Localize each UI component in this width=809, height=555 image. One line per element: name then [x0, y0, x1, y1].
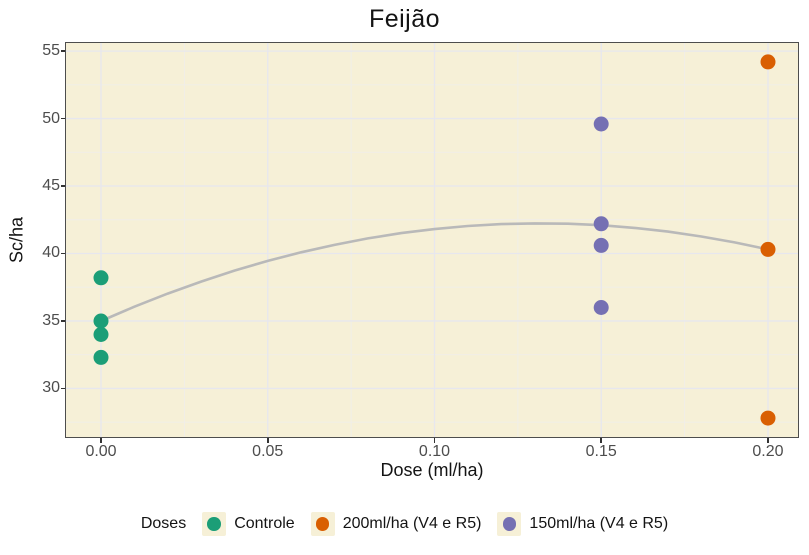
data-point: [93, 313, 109, 329]
x-tick-label: 0.00: [85, 443, 117, 460]
legend: Doses Controle 200ml/ha (V4 e R5) 150ml/ha…: [0, 506, 809, 542]
legend-key: [497, 512, 522, 536]
y-tick-label: 30: [42, 379, 60, 397]
data-point: [760, 241, 776, 257]
legend-dot-icon: [315, 517, 330, 531]
y-tick-mark: [60, 185, 65, 187]
data-point: [93, 327, 109, 342]
data-point: [760, 54, 776, 70]
chart-title: Feijão: [368, 5, 441, 33]
data-point: [593, 237, 609, 253]
data-point: [593, 300, 609, 315]
y-tick-label: 40: [42, 244, 60, 262]
x-tick-label: 0.15: [585, 443, 617, 460]
legend-item-label: Controle: [234, 515, 295, 532]
x-axis-title: Dose (ml/ha): [380, 460, 484, 480]
x-tick-mark: [600, 438, 602, 443]
y-tick-mark: [60, 252, 65, 255]
data-point: [93, 349, 109, 365]
legend-item-label: 150ml/ha (V4 e R5): [529, 515, 669, 532]
data-point: [760, 410, 776, 426]
legend-dot-icon: [502, 517, 517, 531]
x-tick-mark: [267, 438, 269, 443]
data-point: [593, 116, 609, 132]
legend-title: Doses: [140, 515, 187, 532]
y-tick-mark: [60, 117, 65, 120]
y-tick-label: 45: [42, 177, 60, 195]
y-tick-mark: [60, 320, 65, 322]
legend-item-label: 200ml/ha (V4 e R5): [342, 515, 482, 532]
y-tick-mark: [60, 50, 65, 52]
legend-key: [310, 512, 335, 536]
y-tick-label: 35: [42, 311, 60, 329]
legend-dot-icon: [207, 517, 221, 531]
y-tick-label: 50: [42, 109, 60, 127]
data-point: [93, 270, 109, 286]
y-tick-label: 55: [42, 42, 60, 60]
legend-key: [202, 512, 227, 536]
y-tick-mark: [60, 387, 65, 390]
legend-items: Controle 200ml/ha (V4 e R5) 150ml/ha (V4 e…: [202, 512, 668, 536]
x-tick-mark: [433, 438, 436, 443]
x-tick-label: 0.05: [252, 443, 284, 460]
trend-line: [99, 222, 770, 323]
data-point: [593, 216, 609, 232]
legend-item: 200ml/ha (V4 e R5): [310, 512, 482, 536]
x-tick-mark: [100, 438, 102, 443]
legend-item: 150ml/ha (V4 e R5): [497, 512, 668, 536]
legend-item: Controle: [202, 512, 295, 536]
x-tick-mark: [767, 438, 769, 443]
plot-panel: [65, 42, 799, 438]
x-tick-label: 0.10: [418, 443, 451, 460]
plot-canvas: [66, 43, 798, 437]
x-tick-label: 0.20: [752, 443, 784, 460]
